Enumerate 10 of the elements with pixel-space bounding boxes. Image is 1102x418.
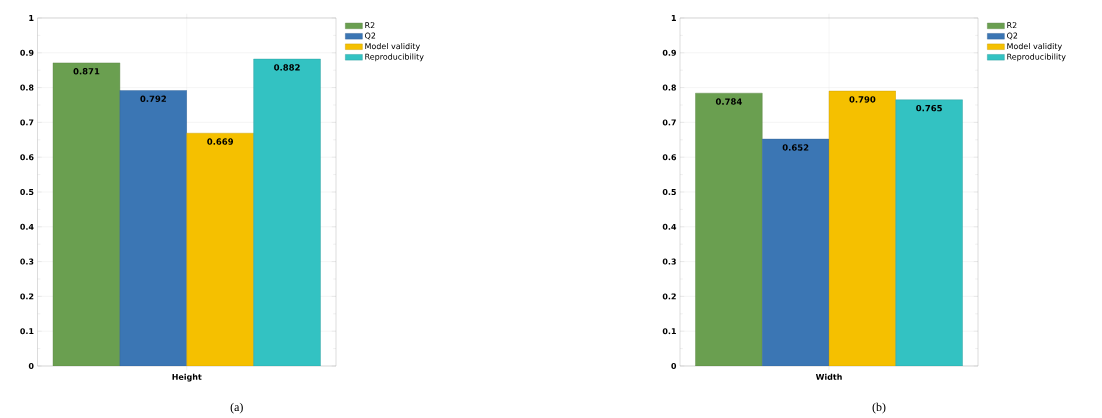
- text: (a): [230, 402, 243, 414]
- data-label: 0.765: [916, 104, 942, 112]
- data-label: 0.669: [207, 138, 234, 145]
- data-label: 0.792: [140, 95, 166, 102]
- data-label: 0.882: [274, 64, 300, 71]
- data-label: 0.790: [849, 96, 876, 103]
- data-label: 0.784: [715, 98, 742, 105]
- data-label: 0.871: [73, 68, 100, 75]
- data-label: 0.652: [782, 144, 809, 151]
- text: (b): [872, 402, 886, 414]
